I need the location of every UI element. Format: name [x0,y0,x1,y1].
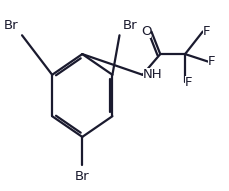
Text: F: F [185,76,193,89]
Text: Br: Br [123,19,138,32]
Text: F: F [208,55,216,68]
Text: NH: NH [142,68,162,81]
Text: O: O [141,25,151,38]
Text: Br: Br [75,170,90,183]
Text: F: F [203,25,210,38]
Text: Br: Br [4,19,19,32]
